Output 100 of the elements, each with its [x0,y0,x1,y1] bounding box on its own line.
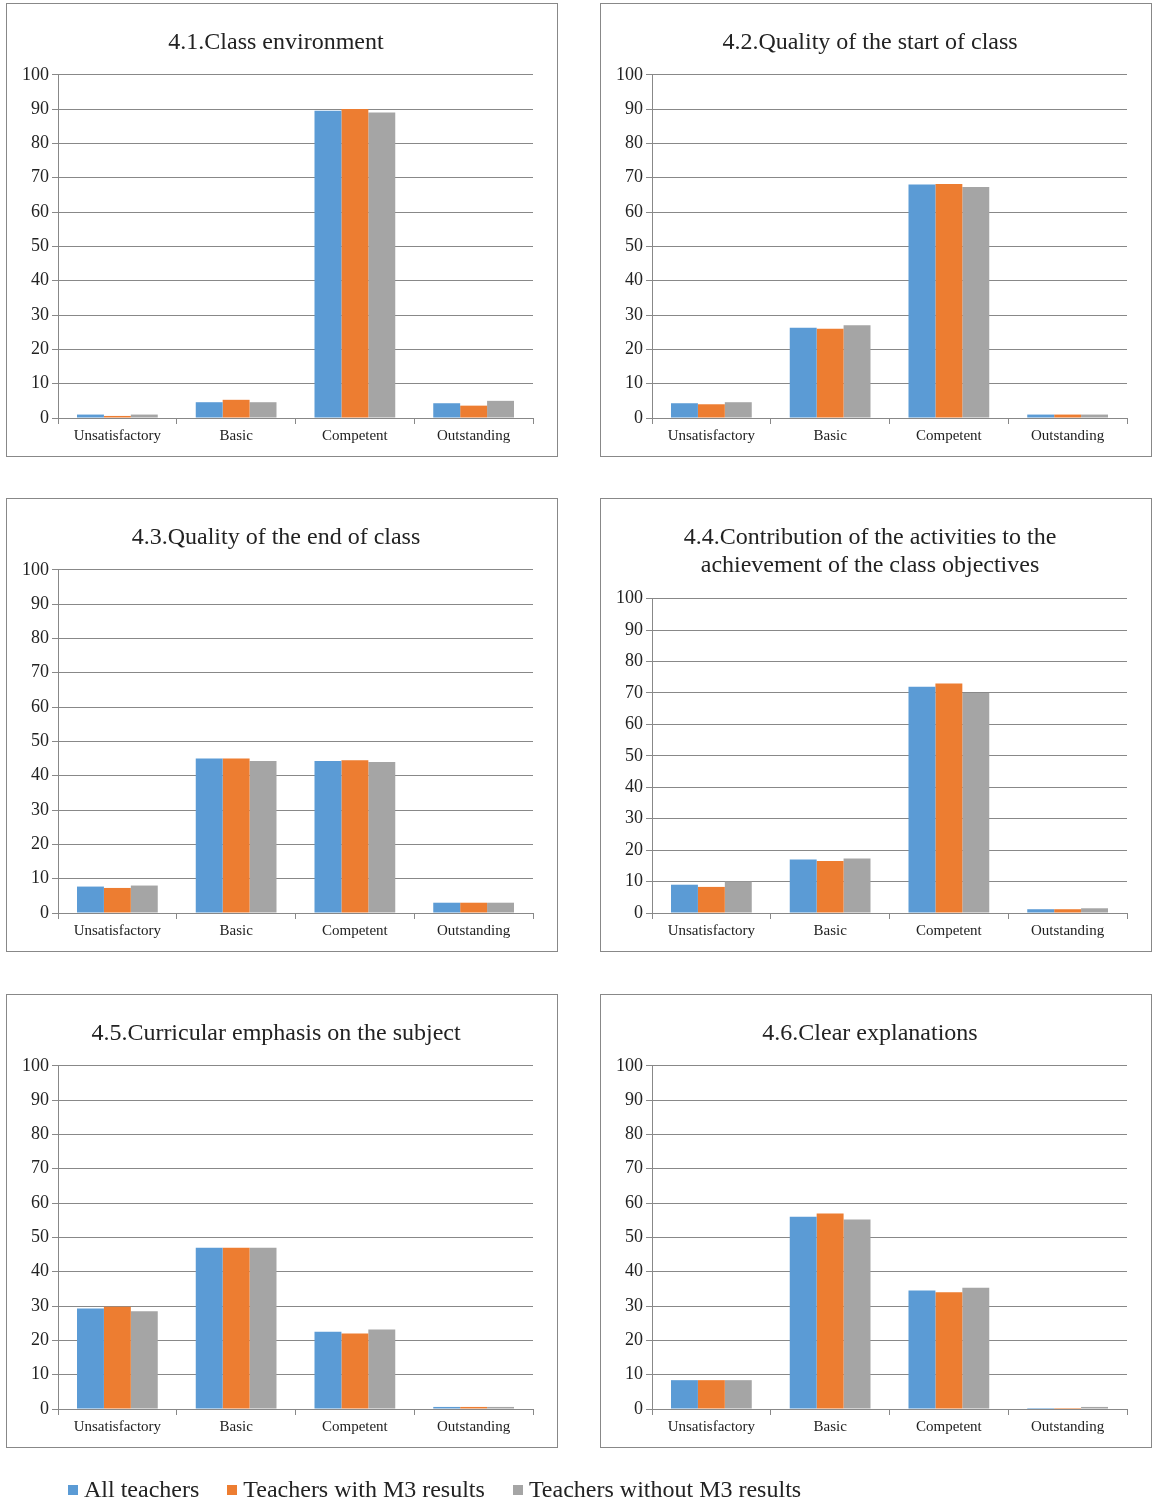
y-tick-label: 40 [625,269,643,290]
bar [130,885,158,913]
y-tick-label: 100 [616,587,643,608]
chart-title: 4.2.Quality of the start of class [722,27,1018,54]
y-tick-label: 50 [31,730,49,751]
bar [460,902,488,913]
y-tick-label: 10 [31,372,49,393]
y-tick-label: 90 [31,592,49,613]
bar [487,400,514,418]
chart-title: 4.4.Contribution of the activities to the achievement of the class objectives [683,522,1057,578]
bar [77,1308,104,1409]
bar [962,692,990,913]
y-tick-label: 0 [634,901,643,922]
bar [222,399,250,418]
chart-title: 4.1.Class environment [168,27,384,54]
y-tick-label: 90 [31,1088,49,1109]
bar [314,1331,342,1409]
bar [433,403,461,418]
bar [816,1213,844,1409]
x-tick-label: Competent [321,921,389,938]
bar [816,328,844,418]
bar [962,187,990,418]
chart-title: 4.3.Quality of the end of class [131,522,421,549]
y-tick-label: 30 [625,303,643,324]
y-tick-label: 70 [31,661,49,682]
y-tick-label: 100 [616,63,643,84]
bar [843,325,871,418]
bar [724,402,752,418]
bar [816,861,844,913]
y-tick-label: 100 [22,558,49,579]
bar [789,859,817,913]
y-tick-label: 20 [31,1329,49,1350]
bar [789,327,817,418]
bar [222,1247,250,1409]
y-tick-label: 0 [634,406,643,427]
y-tick-label: 30 [31,303,49,324]
y-tick-label: 40 [625,775,643,796]
y-tick-label: 20 [625,838,643,859]
y-tick-label: 70 [625,681,643,702]
bar [1054,909,1082,913]
bar [935,183,963,418]
bar [671,1380,698,1409]
y-tick-label: 0 [40,406,49,427]
bar [724,881,752,913]
bar [789,1216,817,1409]
bar [77,886,104,913]
legend-label: Teachers without M3 results [528,1476,802,1503]
bar [671,884,698,913]
bar [368,1329,396,1409]
bar [1027,414,1055,418]
y-tick-label: 90 [625,1088,643,1109]
bar [908,1290,936,1409]
bar [487,902,514,913]
x-tick-label: Unsatisfactory [73,921,162,938]
chart-title: 4.6.Clear explanations [762,1018,978,1045]
bar [908,686,936,913]
bar [908,184,936,418]
bar [962,1287,990,1409]
bar [671,403,698,418]
legend-label: All teachers [84,1476,200,1503]
y-tick-label: 60 [625,200,643,221]
y-tick-label: 80 [625,650,643,671]
y-tick-label: 100 [22,63,49,84]
y-tick-label: 20 [625,338,643,359]
y-tick-label: 60 [31,200,49,221]
y-tick-label: 30 [31,798,49,819]
bar [103,887,131,913]
bar [433,902,461,913]
bar [935,683,963,913]
x-tick-label: Unsatisfactory [667,426,756,443]
x-tick-label: Outstanding [436,426,511,443]
legend-label: Teachers with M3 results [243,1476,485,1503]
x-tick-label: Outstanding [436,1417,511,1434]
y-tick-label: 70 [625,166,643,187]
y-tick-label: 70 [31,1157,49,1178]
bar [77,414,104,418]
bar [314,110,342,418]
y-tick-label: 10 [625,372,643,393]
bar [130,414,158,418]
bar [1081,908,1108,913]
bar [697,404,725,418]
y-tick-label: 0 [634,1397,643,1418]
bar [843,858,871,913]
bar [249,1247,277,1409]
x-tick-label: Outstanding [436,921,511,938]
x-tick-label: Competent [321,426,389,443]
bar [341,1333,369,1409]
y-tick-label: 80 [31,132,49,153]
y-tick-label: 70 [625,1157,643,1178]
y-tick-label: 30 [625,807,643,828]
y-tick-label: 50 [31,1226,49,1247]
y-tick-label: 10 [31,1363,49,1384]
y-tick-label: 70 [31,166,49,187]
bar [103,1306,131,1409]
y-tick-label: 60 [31,1191,49,1212]
x-tick-label: Basic [219,426,254,443]
x-tick-label: Basic [813,921,848,938]
bar [368,112,396,418]
bar [1081,414,1108,418]
y-tick-label: 80 [31,627,49,648]
